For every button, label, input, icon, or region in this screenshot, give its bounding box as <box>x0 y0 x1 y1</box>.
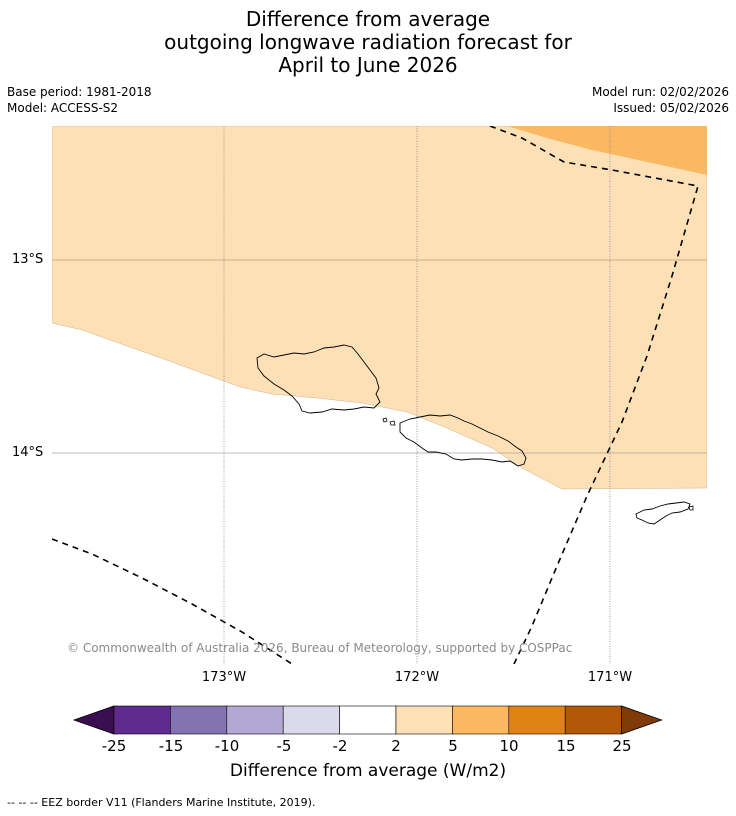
colorbar-label: Difference from average (W/m2) <box>229 761 507 781</box>
colorbar-cell <box>564 705 622 735</box>
model-run: Model run: 02/02/2026 <box>591 85 729 99</box>
model-name: Model: ACCESS-S2 <box>7 101 119 115</box>
title-line-2: outgoing longwave radiation forecast for <box>164 30 572 54</box>
upolu-island <box>399 414 527 467</box>
map-panel[interactable] <box>52 126 707 664</box>
issued-date: Issued: 05/02/2026 <box>613 101 729 115</box>
eez-border-east <box>489 126 700 664</box>
colorbar-cell <box>226 705 284 735</box>
eez-footnote: -- -- -- EEZ border V11 (Flanders Marine… <box>7 796 316 809</box>
aunuu-islet <box>688 505 694 511</box>
colorbar-tick: 25 <box>612 737 632 755</box>
anomaly-region-5-10 <box>507 126 707 175</box>
colorbar-cell <box>282 705 340 735</box>
manono-islet <box>389 420 396 426</box>
lon-label-171w: 171°W <box>587 670 633 685</box>
tutuila-island <box>635 501 691 525</box>
lon-label-173w: 173°W <box>201 670 247 685</box>
chart-title: Difference from average outgoing longwav… <box>0 8 736 77</box>
copyright-notice: © Commonwealth of Australia 2026, Bureau… <box>67 641 573 655</box>
colorbar-tick: 5 <box>448 737 458 755</box>
lat-label-14s: 14°S <box>12 445 44 460</box>
savaii-island <box>256 344 381 414</box>
apolima-islet <box>382 417 388 423</box>
eez-border-west <box>52 538 293 664</box>
meta-left: Base period: 1981-2018 Model: ACCESS-S2 <box>7 84 152 116</box>
lon-label-172w: 172°W <box>394 670 440 685</box>
lat-label-13s: 13°S <box>12 252 44 267</box>
colorbar-tick: 2 <box>391 737 401 755</box>
colorbar <box>72 705 663 735</box>
title-line-1: Difference from average <box>245 7 491 31</box>
colorbar-cell <box>508 705 566 735</box>
base-period: Base period: 1981-2018 <box>7 85 152 99</box>
colorbar-tick: -25 <box>101 737 127 755</box>
colorbar-tick: 10 <box>499 737 519 755</box>
meta-right: Model run: 02/02/2026 Issued: 05/02/2026 <box>592 84 729 116</box>
colorbar-cell <box>113 705 171 735</box>
colorbar-tick: -2 <box>332 737 348 755</box>
title-line-3: April to June 2026 <box>278 53 458 77</box>
colorbar-tick: -10 <box>214 737 240 755</box>
colorbar-cell <box>170 705 228 735</box>
colorbar-tick: -5 <box>276 737 292 755</box>
colorbar-tick: 15 <box>556 737 576 755</box>
anomaly-region-2-5 <box>52 126 707 490</box>
colorbar-cell <box>339 705 397 735</box>
colorbar-extension-low <box>72 705 115 735</box>
colorbar-tick: -15 <box>158 737 184 755</box>
colorbar-extension-high <box>621 705 663 735</box>
colorbar-cell <box>395 705 453 735</box>
colorbar-cell <box>452 705 510 735</box>
